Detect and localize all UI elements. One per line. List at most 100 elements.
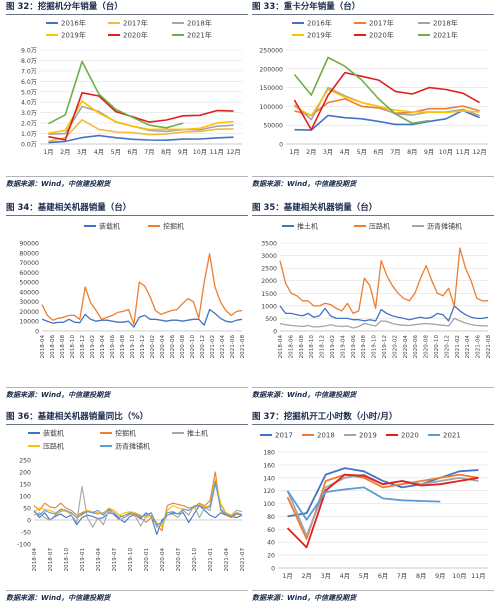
y-tick-label: 100 (263, 501, 275, 508)
divider (252, 590, 494, 591)
x-tick-label: 2018-10 (70, 335, 76, 359)
y-tick-label: 0 (27, 518, 31, 525)
chart-34-svg: 0 10000 20000 30000 40000 50000 60000 70000 8000… (19, 222, 246, 359)
x-tick-label: 6月 (127, 148, 137, 156)
x-tick-label: 2020-10 (192, 548, 198, 572)
y-tick-label: 140 (263, 475, 275, 482)
y-tick-label: 0 (279, 142, 283, 149)
divider (6, 424, 248, 425)
chart-title: 图 34：基建相关机器销量（台） (6, 203, 132, 213)
chart-source: 数据来源：Wind，中信建投期货 (6, 180, 111, 188)
legend-label: 挖掘机 (115, 429, 136, 438)
x-tick-label: 2019-04 (340, 335, 346, 359)
legend-label: 装载机 (99, 222, 120, 231)
x-tick-label: 2019-04 (96, 548, 102, 572)
y-tick-label: 160 (263, 462, 275, 469)
x-tick-label: 10月 (193, 148, 207, 156)
y-tick-label: 10000 (19, 319, 39, 326)
chart-source: 数据来源：Wind，中信建投期货 (252, 391, 357, 399)
y-tick-label: 7.0万 (21, 68, 37, 75)
y-tick-label: 150 (19, 482, 31, 489)
divider (6, 14, 248, 15)
legend-label: 2016年 (61, 19, 86, 28)
divider (252, 387, 494, 388)
chart-title: 图 35：基建相关机器销量（台） (252, 203, 378, 213)
y-tick-label: 6.0万 (21, 79, 37, 86)
x-tick-label: 2021-04 (224, 548, 230, 572)
x-tick-label: 10月 (452, 572, 466, 580)
x-tick-label: 2020-07 (176, 548, 182, 572)
y-tick-label: 40 (267, 540, 275, 547)
x-tick-label: 2018-04 (278, 335, 284, 359)
x-tick-label: 2021-01 (208, 548, 214, 572)
y-tick-label: 500 (265, 316, 277, 323)
legend-label: 2021年 (433, 31, 458, 40)
y-tick-label: 3000 (261, 253, 277, 260)
y-tick-label: 8.0万 (21, 58, 37, 65)
legend-label: 挖掘机 (163, 222, 184, 231)
y-tick-label: 50000 (19, 280, 39, 287)
x-tick-label: 8月 (407, 148, 417, 156)
x-tick-label: 2020-02 (150, 335, 156, 358)
y-tick-label: 250000 (259, 48, 283, 55)
x-tick-label: 2021-04 (465, 335, 471, 359)
legend-label: 2017年 (123, 19, 148, 28)
series-line-2020 (286, 473, 479, 549)
y-tick-label: 20000 (19, 309, 39, 316)
x-tick-label: 2019-10 (128, 548, 134, 572)
x-tick-label: 3月 (77, 148, 87, 156)
y-tick-label: 9.0万 (21, 48, 37, 55)
x-tick-label: 2019-12 (140, 335, 146, 358)
x-tick-label: 2021-06 (230, 335, 236, 359)
divider (6, 387, 248, 388)
chart-panel-36: 图 36：基建相关机器销量同比（%） -100 -50 0 50 100 150 200 25… (6, 410, 248, 602)
series-line-2016年 (48, 134, 234, 144)
y-tick-label: 50 (23, 506, 31, 513)
y-tick-label: 0 (35, 329, 39, 336)
y-tick-label: 30000 (19, 299, 39, 306)
x-tick-label: 2020-10 (434, 335, 440, 359)
x-tick-label: 7月 (144, 148, 154, 156)
x-tick-label: 2019-12 (382, 335, 388, 358)
x-tick-label: 9月 (178, 148, 188, 156)
legend-label: 2020年 (369, 31, 394, 40)
x-tick-label: 2020-12 (200, 335, 206, 358)
x-tick-label: 7月 (390, 148, 400, 156)
x-tick-label: 11月 (210, 148, 224, 156)
legend-label: 2016年 (307, 19, 332, 28)
x-tick-label: 2020-04 (403, 335, 409, 359)
x-tick-label: 2月 (60, 148, 70, 156)
divider (252, 215, 494, 216)
divider (252, 14, 494, 15)
y-tick-label: 2.0万 (21, 121, 37, 128)
x-tick-label: 1月 (289, 148, 299, 156)
divider (252, 176, 494, 177)
y-tick-label: 1500 (261, 291, 277, 298)
y-tick-label: 4.0万 (21, 100, 37, 107)
x-tick-label: 2021-07 (240, 548, 246, 572)
x-tick-label: 12月 (226, 148, 240, 156)
chart-title: 图 33：重卡分年销量（台） (252, 2, 361, 12)
series-line-2019年 (294, 88, 480, 117)
x-tick-label: 8月 (416, 572, 426, 580)
y-tick-label: -100 (17, 542, 31, 549)
y-tick-label: 250 (19, 458, 31, 465)
x-tick-label: 2019-07 (112, 548, 118, 572)
series-line-2020年 (293, 71, 480, 131)
y-tick-label: 1.0万 (21, 131, 37, 138)
x-tick-label: 1月 (43, 148, 53, 156)
y-tick-label: 60 (267, 527, 275, 534)
x-tick-label: 2021-02 (455, 335, 461, 358)
x-tick-label: 1月 (282, 572, 292, 580)
y-tick-label: 200 (19, 470, 31, 477)
y-tick-label: 20 (267, 553, 275, 560)
legend-label: 2017 (275, 432, 293, 440)
chart-32-svg: 0.0万 1.0万 2.0万 3.0万 4.0万 5.0万 6.0万 7.0万 8.0万 9.0万… (21, 19, 242, 156)
series-line-挖掘机 (33, 471, 243, 532)
chart-panel-37: 图 37：挖掘机开工小时数（小时/月） 0 20 40 60 80 100 120 140 16… (252, 410, 494, 602)
y-tick-label: 100000 (259, 104, 283, 111)
legend-label: 装载机 (43, 429, 64, 438)
x-tick-label: 2月 (301, 572, 311, 580)
series-line-推土机 (279, 305, 489, 322)
x-tick-label: 2019-08 (120, 335, 126, 359)
